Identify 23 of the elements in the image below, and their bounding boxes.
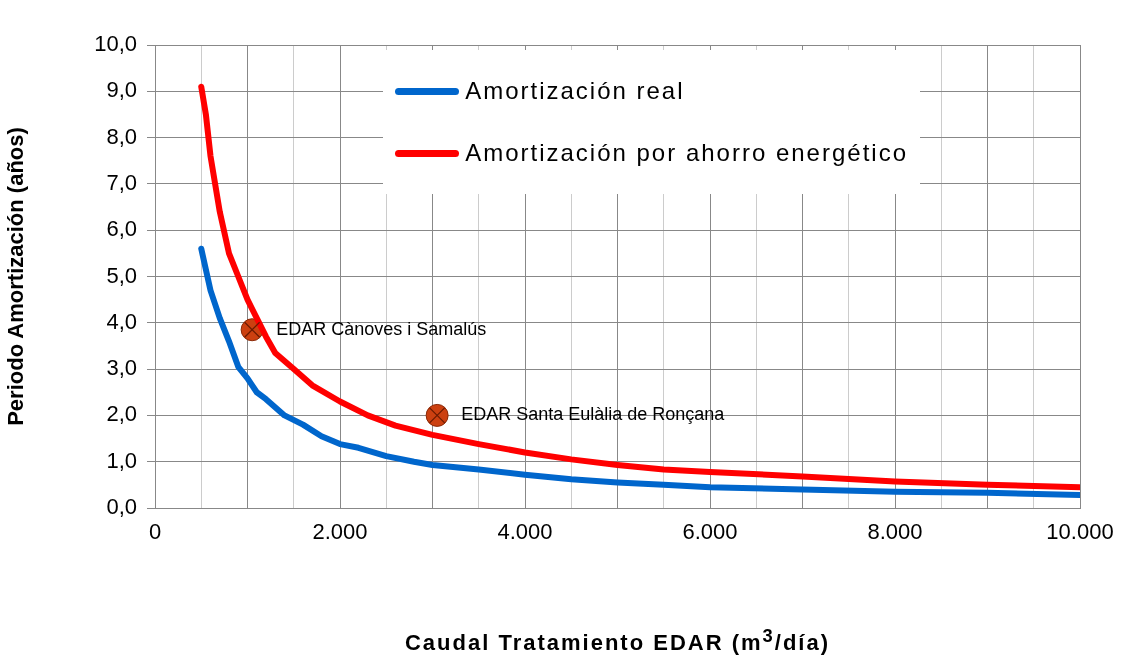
y-tick-label: 0,0 [106,494,137,520]
legend-label: Amortización real [465,77,685,105]
x-axis-title: Caudal Tratamiento EDAR (m$^{3}$/día) [403,625,831,657]
y-tick-label: 10,0 [94,31,137,57]
y-tick-label: 6,0 [106,216,137,242]
x-tick-label: 2.000 [312,519,368,545]
y-tick-label: 7,0 [106,169,137,195]
y-tick-label: 3,0 [106,355,137,381]
y-axis-title: Periodo Amortización (años) [3,127,29,426]
annotation: EDAR Santa Eulàlia de Ronçana [461,404,726,425]
y-tick-label: 1,0 [106,447,137,473]
x-tick-label: 0 [148,519,162,545]
y-tick-label: 9,0 [106,77,137,103]
y-tick-label: 5,0 [106,262,137,288]
legend-label: Amortización por ahorro energético [465,139,908,167]
y-tick-label: 4,0 [106,308,137,334]
y-tick-label: 2,0 [106,401,137,427]
x-tick-label: 6.000 [682,519,738,545]
y-tick-label: 8,0 [106,123,137,149]
x-tick-label: 10.000 [1046,519,1114,545]
x-tick-label: 8.000 [867,519,923,545]
x-tick-label: 4.000 [497,519,553,545]
annotation: EDAR Cànoves i Samalús [276,318,487,339]
